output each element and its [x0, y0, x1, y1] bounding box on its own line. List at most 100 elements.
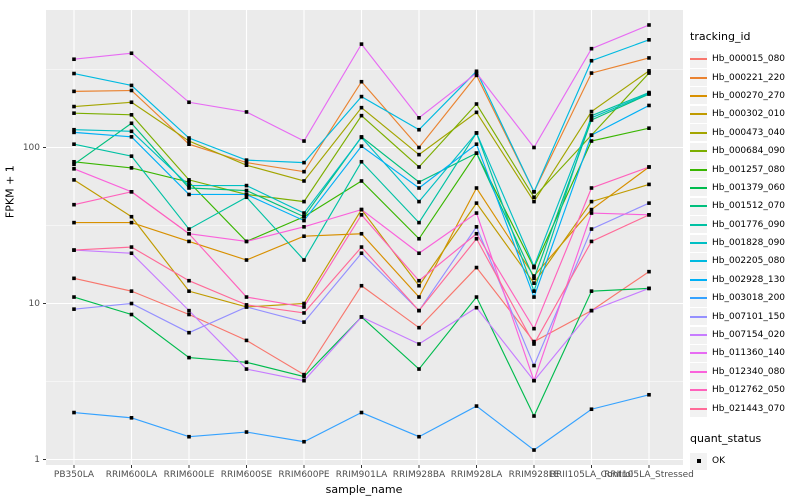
data-point: [647, 392, 651, 397]
data-point: [129, 100, 134, 105]
data-point: [647, 23, 651, 27]
legend-label: Hb_002928_130: [712, 274, 786, 285]
data-point: [647, 182, 651, 187]
data-point: [532, 448, 536, 452]
data-point: [302, 169, 306, 174]
x-tick-label: RRIM600PE: [278, 470, 330, 480]
data-point: [417, 283, 421, 288]
data-point: [647, 269, 651, 274]
legend-label: OK: [712, 456, 725, 466]
data-point: [417, 186, 421, 190]
data-point: [417, 152, 421, 157]
data-point: [359, 79, 364, 84]
data-point: [244, 192, 249, 197]
legend-key-line-icon: [690, 326, 707, 344]
legend-key-line-icon: [690, 50, 707, 68]
data-point: [589, 199, 594, 204]
data-point: [532, 414, 536, 418]
data-point: [244, 160, 249, 165]
series-color-line: [690, 370, 707, 373]
series-color-line: [690, 58, 707, 61]
data-point: [532, 190, 536, 194]
series-color-line: [690, 389, 707, 392]
data-point: [129, 129, 134, 134]
legend-key-line-icon: [690, 197, 707, 215]
data-point: [72, 104, 76, 109]
legend-key-line-icon: [690, 87, 707, 105]
legend-item: Hb_003018_200: [690, 289, 798, 307]
data-point: [72, 71, 76, 76]
data-point: [359, 42, 364, 46]
data-point: [244, 258, 249, 262]
data-point: [417, 308, 421, 313]
data-point: [187, 100, 191, 105]
legend-item: Hb_007154_020: [690, 326, 798, 344]
legend-label: Hb_001512_070: [712, 201, 786, 212]
data-point: [302, 218, 306, 223]
legend-label: Hb_001379_060: [712, 182, 786, 193]
data-point: [417, 295, 421, 299]
data-point: [417, 278, 421, 283]
series-color-line: [690, 131, 707, 134]
data-point: [72, 295, 76, 299]
legend-key-line-icon: [690, 161, 707, 179]
legend-item: Hb_000221_220: [690, 68, 798, 87]
x-tick-label: RRII105LA_Control: [549, 470, 634, 480]
series-color-line: [690, 278, 707, 281]
data-point: [187, 312, 191, 317]
data-point: [417, 220, 421, 225]
data-point: [302, 311, 306, 315]
legend-key-line-icon: [690, 179, 707, 197]
data-point: [417, 127, 421, 132]
data-point: [72, 57, 76, 62]
data-point: [187, 330, 191, 335]
y-axis-title: FPKM + 1: [3, 165, 17, 219]
legend-label: Hb_001828_090: [712, 238, 786, 249]
data-point: [417, 199, 421, 204]
series-color-line: [690, 260, 707, 263]
data-point: [72, 162, 76, 167]
data-point: [589, 207, 594, 212]
legend-item: Hb_000473_040: [690, 124, 798, 142]
data-point: [474, 305, 479, 310]
legend-label: Hb_007101_150: [712, 311, 786, 322]
data-point: [589, 139, 594, 143]
data-point: [532, 274, 536, 278]
data-point: [302, 378, 306, 383]
legend-key-line-icon: [690, 124, 707, 142]
series-color-line: [690, 407, 707, 410]
legend-item: Hb_000015_080: [690, 50, 798, 68]
x-tick-label: RRIM600LA: [105, 470, 158, 480]
data-point: [129, 83, 134, 88]
data-point: [359, 144, 364, 148]
data-point: [187, 434, 191, 439]
data-point: [129, 416, 134, 420]
legend-label: Hb_011360_140: [712, 348, 786, 359]
data-point: [302, 160, 306, 165]
data-point: [474, 201, 479, 205]
data-point: [129, 301, 134, 306]
data-point: [589, 71, 594, 75]
x-tick-label: RRIM600LE: [163, 470, 215, 480]
data-point: [302, 372, 306, 377]
data-point: [359, 410, 364, 415]
x-tick-label: RRIM928LE: [508, 470, 560, 480]
data-point: [532, 342, 536, 346]
legend-item: Hb_021443_070: [690, 399, 798, 418]
data-point: [474, 142, 479, 146]
data-point: [244, 110, 249, 114]
series-color-line: [690, 352, 707, 355]
data-point: [302, 234, 306, 239]
legend-item: Hb_002205_080: [690, 252, 798, 270]
legend-label: Hb_021443_070: [712, 403, 786, 414]
data-point: [417, 434, 421, 439]
data-point: [589, 58, 594, 63]
data-point: [129, 121, 134, 126]
data-point: [244, 183, 249, 188]
data-point: [129, 245, 134, 249]
legend-label: Hb_012340_080: [712, 366, 786, 377]
x-tick-label: RRIM928BA: [392, 470, 446, 480]
data-point: [647, 126, 651, 130]
